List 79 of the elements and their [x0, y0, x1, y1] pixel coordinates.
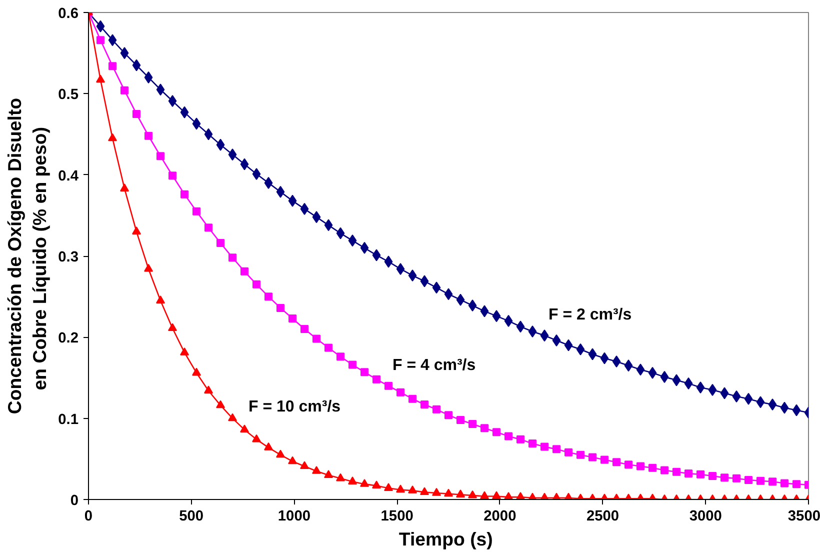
- y-tick-label: 0.2: [58, 330, 78, 347]
- point: [432, 282, 441, 294]
- y-tick-label: 0.1: [58, 412, 78, 428]
- point: [300, 202, 309, 215]
- series-label: F = 2 cm³/s: [548, 306, 632, 324]
- x-tick-label: 3500: [788, 508, 820, 524]
- point: [504, 314, 513, 327]
- x-tick-label: 2500: [586, 508, 620, 524]
- point: [216, 138, 225, 151]
- point: [444, 288, 453, 300]
- point: [780, 402, 789, 414]
- point: [492, 310, 501, 322]
- point: [516, 320, 525, 333]
- point: [384, 256, 393, 268]
- point: [288, 194, 297, 207]
- y-axis-title: Concentración de Oxígeno Disuelto en Cobre Líquido (% en peso): [4, 98, 50, 414]
- point: [456, 294, 465, 306]
- point: [240, 158, 249, 170]
- point: [684, 377, 693, 390]
- point: [228, 148, 237, 161]
- point: [132, 59, 141, 72]
- point: [768, 398, 777, 411]
- point: [720, 387, 729, 400]
- point: [120, 47, 129, 60]
- y-tick-label: 0: [70, 493, 79, 509]
- point: [336, 227, 345, 240]
- point: [600, 352, 609, 364]
- point: [396, 262, 405, 275]
- y-tick-label: 0.6: [58, 6, 78, 22]
- x-tick-label: 3000: [689, 508, 722, 524]
- point: [696, 381, 705, 394]
- point: [108, 34, 117, 46]
- point: [660, 370, 669, 383]
- point: [252, 168, 261, 180]
- point: [576, 343, 585, 356]
- x-tick-label: 1000: [278, 508, 311, 524]
- x-axis-title: Tiempo (s): [398, 528, 493, 550]
- point: [192, 118, 201, 130]
- point: [420, 275, 429, 288]
- point: [540, 330, 549, 342]
- point: [756, 396, 765, 408]
- x-tick-label: 2000: [484, 508, 516, 524]
- point: [564, 339, 573, 352]
- point: [204, 128, 213, 140]
- point: [312, 211, 321, 224]
- y-tick-label: 0.4: [58, 168, 80, 184]
- point: [144, 71, 153, 84]
- point: [348, 234, 357, 247]
- point: [732, 390, 741, 402]
- point: [276, 186, 285, 198]
- series-label: F = 4 cm³/s: [392, 356, 476, 374]
- point: [624, 360, 633, 372]
- point: [324, 219, 333, 232]
- point: [96, 20, 105, 32]
- point: [792, 404, 801, 416]
- x-tick-label: 1500: [380, 508, 414, 524]
- x-tick-label: 500: [179, 508, 204, 524]
- point: [372, 249, 381, 262]
- point: [588, 348, 597, 360]
- point: [708, 384, 717, 396]
- point: [468, 300, 477, 312]
- series-label: F = 10 cm³/s: [248, 398, 341, 416]
- y-tick-label: 0.3: [58, 250, 78, 266]
- point: [672, 374, 681, 386]
- point: [480, 305, 489, 318]
- point: [156, 84, 165, 96]
- x-tick-label: 0: [84, 508, 93, 524]
- point: [408, 269, 417, 282]
- point: [180, 106, 189, 118]
- y-tick-label: 0.5: [58, 87, 78, 104]
- point: [744, 392, 753, 405]
- point: [648, 366, 657, 379]
- point: [264, 176, 273, 189]
- point: [360, 242, 369, 254]
- point: [528, 325, 537, 338]
- point: [636, 364, 645, 376]
- point: [552, 334, 561, 346]
- point: [168, 94, 177, 107]
- point: [612, 356, 621, 368]
